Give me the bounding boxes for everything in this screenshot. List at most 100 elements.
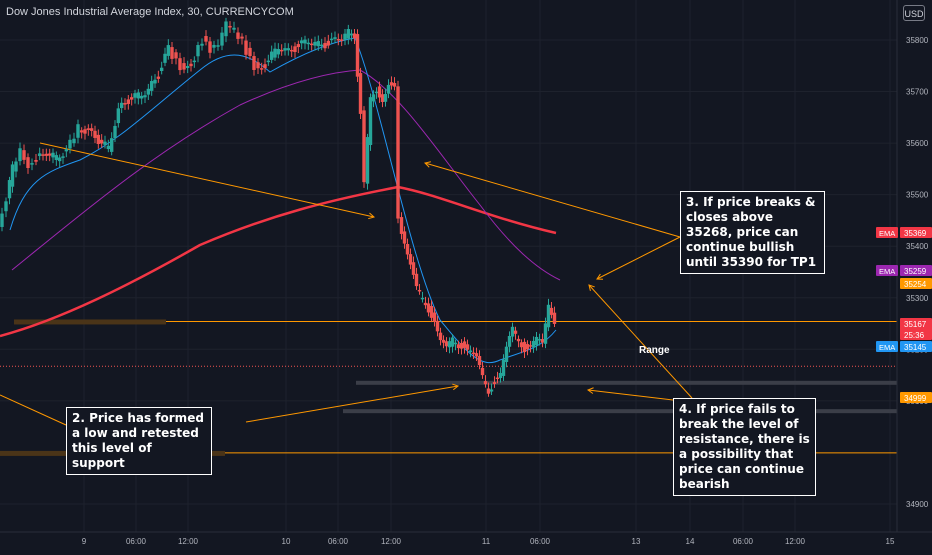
candle-body	[510, 326, 515, 337]
candle-body	[513, 330, 518, 334]
candle-body	[525, 344, 530, 350]
candle-body	[441, 339, 446, 343]
candle-body	[435, 320, 440, 332]
x-tick-label: 10	[282, 537, 291, 546]
candle-body	[204, 36, 208, 42]
candle-body	[286, 48, 291, 51]
candle-body	[405, 243, 410, 255]
line-to-note-support	[0, 394, 67, 426]
price-label-box	[900, 341, 932, 352]
candle-body	[396, 86, 400, 219]
candle-body	[109, 138, 114, 152]
candle-body	[248, 47, 252, 57]
price-label-box	[900, 265, 932, 276]
currency-button[interactable]: USD	[903, 5, 925, 21]
y-tick-label: 35500	[906, 191, 929, 200]
candle-body	[326, 40, 331, 46]
candle-body	[522, 341, 527, 352]
candle-body	[283, 48, 287, 51]
candle-body	[256, 62, 260, 69]
candle-body	[504, 346, 509, 363]
time-axis[interactable]: 9 06:00 12:00 10 06:00 12:00 11 06:00 13 14 06:00 1…	[82, 537, 895, 546]
candle-body	[306, 42, 311, 45]
range-label: Range	[639, 345, 670, 356]
candle-body	[216, 45, 220, 47]
candle-body	[7, 180, 12, 199]
candle-body	[156, 76, 161, 79]
candle-body	[14, 161, 18, 172]
resistance-zone	[14, 319, 166, 325]
candle-body	[200, 43, 204, 46]
candle-body	[383, 94, 388, 102]
candle-body	[10, 164, 15, 187]
candle-body	[224, 21, 228, 37]
ema-200-line	[0, 185, 557, 338]
candle-body	[313, 41, 317, 46]
candle-body	[380, 94, 385, 102]
candle-body	[196, 45, 200, 57]
candle-body	[374, 91, 379, 94]
x-tick-label: 12:00	[785, 537, 806, 546]
arrow-to-ema	[424, 162, 681, 238]
candle-body	[4, 201, 8, 212]
y-tick-label: 34900	[906, 500, 929, 509]
candle-body	[371, 94, 376, 102]
y-tick-label: 35700	[906, 88, 929, 97]
candle-body	[456, 344, 461, 349]
candle-body	[444, 341, 449, 347]
arrow-trend	[39, 142, 375, 218]
candle-body	[483, 381, 488, 385]
candle-body	[106, 145, 111, 150]
candles	[0, 17, 557, 397]
candle-body	[316, 41, 321, 47]
candle-body	[531, 340, 536, 348]
price-label-value: 35369	[904, 229, 927, 238]
candle-body	[252, 56, 256, 70]
note-bearish: 4. If price fails to break the level of …	[673, 398, 816, 496]
candle-body	[489, 389, 494, 392]
candle-body	[93, 130, 97, 138]
y-tick-label: 35300	[906, 294, 929, 303]
candle-body	[343, 33, 347, 40]
candle-body	[411, 262, 416, 275]
arrow-trend-head	[368, 212, 376, 220]
candle-body	[212, 44, 216, 48]
candle-body	[149, 81, 154, 91]
candle-body	[453, 342, 458, 345]
candle-body	[432, 312, 437, 322]
price-label-box	[900, 318, 932, 340]
candle-body	[552, 312, 557, 324]
candle-body	[549, 307, 554, 315]
candle-body	[486, 388, 491, 394]
price-label-value: 34999	[904, 394, 927, 403]
arrow-to-resistance-head	[596, 273, 604, 280]
candle-body	[178, 58, 182, 71]
price-label-value: 35167	[904, 320, 927, 329]
candle-body	[51, 152, 55, 158]
candle-body	[368, 97, 373, 145]
candle-body	[389, 82, 394, 86]
y-tick-label: 35800	[906, 36, 929, 45]
candle-body	[279, 49, 284, 52]
candle-body	[236, 32, 240, 39]
candle-body	[450, 337, 455, 347]
candle-body	[30, 163, 34, 165]
candle-body	[185, 66, 190, 69]
candle-body	[116, 108, 121, 124]
candle-body	[139, 95, 144, 99]
candle-body	[83, 129, 87, 134]
ema-tag-label: EMA	[879, 229, 895, 238]
candle-body	[349, 33, 354, 36]
candle-body	[399, 217, 404, 234]
y-tick-label: 35600	[906, 139, 929, 148]
candle-body	[362, 110, 366, 183]
arrow-to-ema-head	[423, 161, 431, 168]
candle-body	[438, 332, 443, 341]
candle-body	[244, 40, 248, 55]
candle-body	[119, 102, 124, 109]
candle-body	[57, 157, 62, 162]
price-label-countdown: 25:36	[904, 331, 925, 340]
candle-body	[329, 38, 334, 41]
x-tick-label: 12:00	[178, 537, 199, 546]
x-tick-label: 15	[886, 537, 895, 546]
